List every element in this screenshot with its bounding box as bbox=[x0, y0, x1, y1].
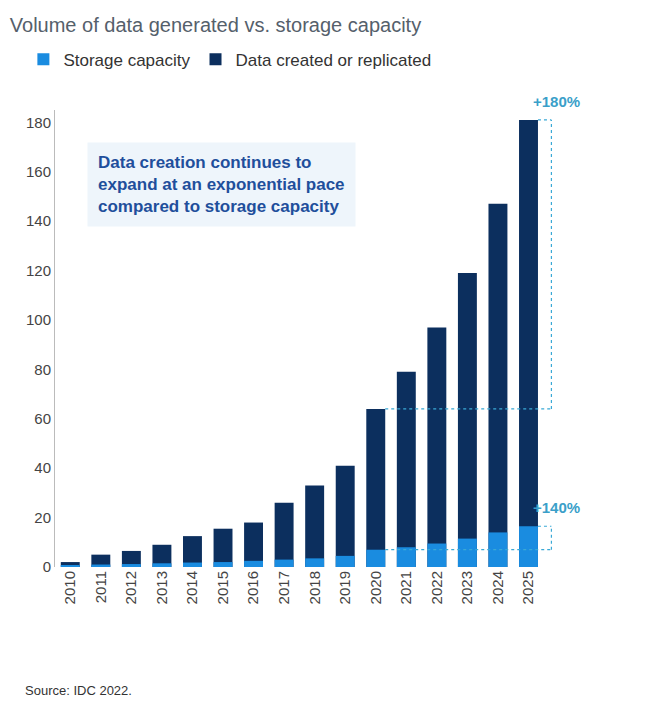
svg-text:180: 180 bbox=[26, 114, 51, 131]
svg-text:+140%: +140% bbox=[533, 499, 580, 516]
svg-text:2024: 2024 bbox=[489, 571, 506, 604]
svg-text:60: 60 bbox=[34, 410, 51, 427]
svg-text:2022: 2022 bbox=[428, 571, 445, 604]
svg-text:Source: IDC 2022.: Source: IDC 2022. bbox=[25, 683, 132, 698]
svg-text:2018: 2018 bbox=[306, 571, 323, 604]
svg-text:2011: 2011 bbox=[92, 571, 109, 603]
svg-text:2023: 2023 bbox=[458, 571, 475, 604]
svg-text:2019: 2019 bbox=[336, 571, 353, 604]
svg-text:2015: 2015 bbox=[214, 571, 231, 604]
svg-text:100: 100 bbox=[26, 311, 51, 328]
svg-text:2012: 2012 bbox=[122, 571, 139, 604]
svg-text:Volume of data generated vs. s: Volume of data generated vs. storage cap… bbox=[10, 14, 421, 36]
svg-text:80: 80 bbox=[34, 361, 51, 378]
svg-text:2017: 2017 bbox=[275, 571, 292, 604]
svg-text:0: 0 bbox=[43, 558, 51, 575]
svg-text:2025: 2025 bbox=[519, 571, 536, 604]
svg-text:2016: 2016 bbox=[244, 571, 261, 604]
svg-text:2010: 2010 bbox=[61, 571, 78, 604]
svg-text:Storage capacity: Storage capacity bbox=[63, 51, 190, 70]
svg-text:160: 160 bbox=[26, 163, 51, 180]
svg-text:Data created or replicated: Data created or replicated bbox=[236, 51, 432, 70]
svg-text:+180%: +180% bbox=[533, 93, 580, 110]
svg-text:140: 140 bbox=[26, 212, 51, 229]
svg-text:Data creation continues toexpa: Data creation continues toexpand at an e… bbox=[98, 153, 345, 216]
svg-text:2013: 2013 bbox=[153, 571, 170, 604]
svg-text:2021: 2021 bbox=[397, 571, 414, 604]
svg-text:40: 40 bbox=[34, 459, 51, 476]
svg-text:120: 120 bbox=[26, 262, 51, 279]
svg-text:2020: 2020 bbox=[367, 571, 384, 604]
svg-text:2014: 2014 bbox=[183, 571, 200, 604]
svg-text:20: 20 bbox=[34, 509, 51, 526]
